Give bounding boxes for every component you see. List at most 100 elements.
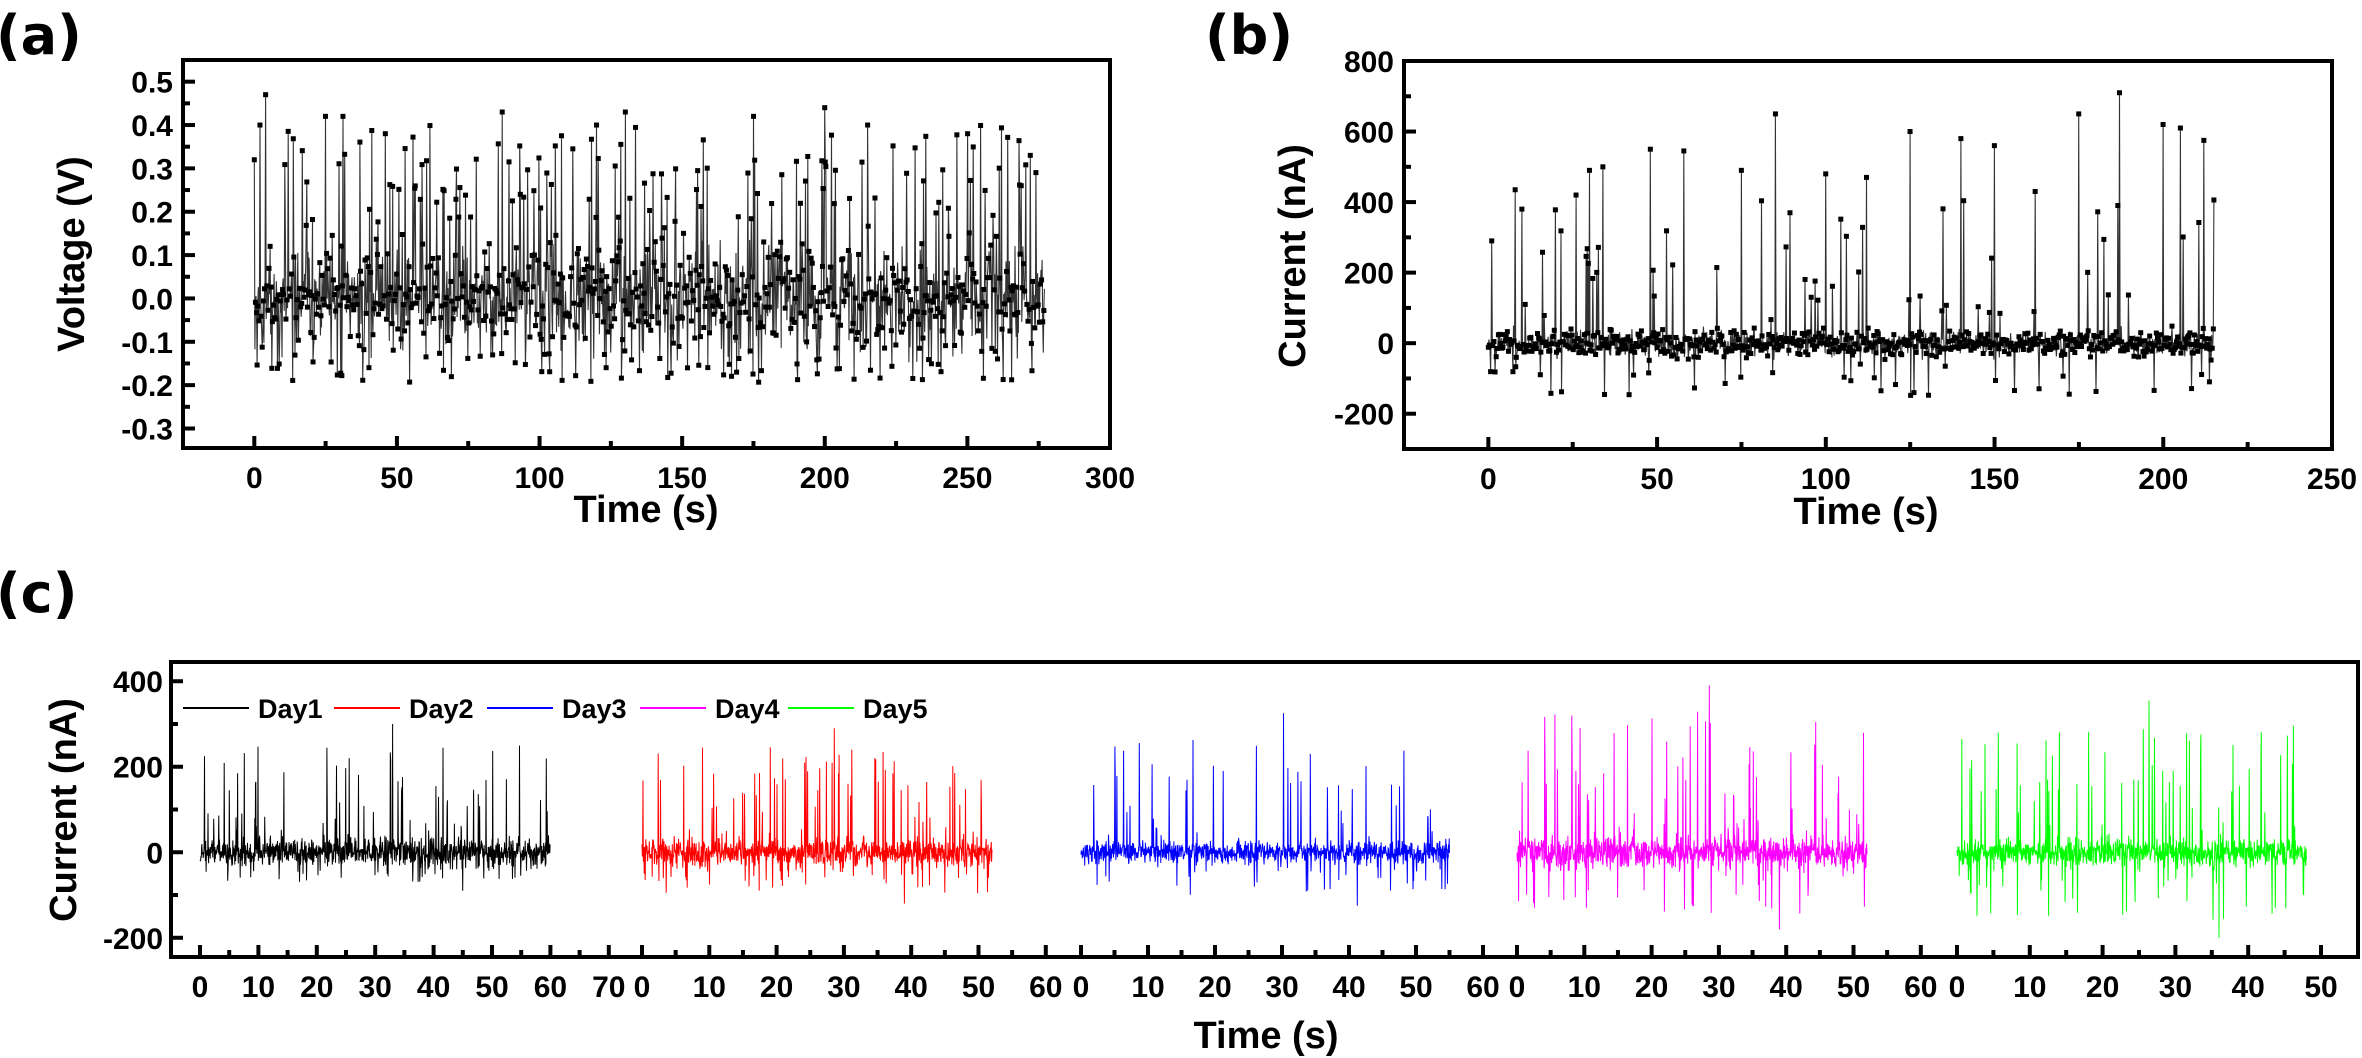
chart-a-point bbox=[879, 325, 885, 331]
chart-b-point bbox=[1665, 348, 1671, 354]
chart-b-point bbox=[1894, 343, 1900, 349]
chart-a-point bbox=[448, 278, 454, 284]
chart-b-point bbox=[1691, 385, 1697, 391]
chart-a-point bbox=[982, 187, 988, 193]
chart-a-point bbox=[512, 360, 518, 366]
chart-a-point bbox=[418, 319, 424, 325]
chart-b-point bbox=[1752, 338, 1758, 344]
chart-a-point bbox=[259, 344, 265, 350]
chart-a-point bbox=[642, 311, 648, 317]
chart-a-point bbox=[856, 251, 862, 257]
chart-b-point bbox=[2052, 338, 2058, 344]
chart-b-point bbox=[1709, 329, 1715, 335]
chart-b-point bbox=[1714, 265, 1720, 271]
chart-a-point bbox=[395, 326, 401, 332]
chart-a-point bbox=[1016, 138, 1022, 144]
chart-a-point bbox=[441, 188, 447, 194]
chart-b-point bbox=[1958, 136, 1964, 142]
chart-c-ytick-label: 400 bbox=[113, 666, 163, 699]
chart-a-point bbox=[807, 303, 813, 309]
chart-b-point bbox=[2129, 335, 2135, 341]
chart-b-point bbox=[1600, 343, 1606, 349]
chart-a-point bbox=[589, 265, 595, 271]
chart-b-point bbox=[2196, 219, 2202, 225]
chart-c-xtick-label: 40 bbox=[1332, 971, 1365, 1004]
chart-b-point bbox=[1626, 392, 1632, 398]
chart-a-point bbox=[639, 303, 645, 309]
chart-c-xtick-label: 10 bbox=[1131, 971, 1164, 1004]
chart-a-point bbox=[560, 275, 566, 281]
chart-b-point bbox=[2208, 357, 2214, 363]
chart-a-point bbox=[568, 274, 574, 280]
chart-a-point bbox=[622, 109, 628, 115]
chart-a-point bbox=[701, 325, 707, 331]
chart-a-point bbox=[334, 372, 340, 378]
chart-b-point bbox=[2008, 340, 2014, 346]
chart-a-point bbox=[851, 376, 857, 382]
chart-a-point bbox=[992, 348, 998, 354]
chart-b-point bbox=[1690, 342, 1696, 348]
chart-b-point bbox=[1647, 146, 1653, 152]
chart-a-point bbox=[546, 351, 552, 357]
chart-a-point bbox=[838, 322, 844, 328]
chart-b-point bbox=[1712, 341, 1718, 347]
chart-b-point bbox=[1986, 338, 1992, 344]
chart-a-point bbox=[486, 241, 492, 247]
chart-b-point bbox=[1504, 329, 1510, 335]
chart-b-point bbox=[2195, 348, 2201, 354]
chart-b-point bbox=[1602, 391, 1608, 397]
chart-b-point bbox=[1984, 341, 1990, 347]
chart-a-point bbox=[692, 335, 698, 341]
chart-b-xlabel: Time (s) bbox=[1793, 491, 1938, 533]
chart-a-ytick-label: 0.2 bbox=[131, 197, 173, 230]
chart-a-point bbox=[311, 334, 317, 340]
chart-a-point bbox=[452, 252, 458, 258]
chart-a-point bbox=[407, 379, 413, 385]
chart-b-point bbox=[1758, 347, 1764, 353]
chart-a-point bbox=[721, 372, 727, 378]
chart-a-point bbox=[329, 232, 335, 238]
chart-b-point bbox=[1679, 341, 1685, 347]
chart-a-point bbox=[428, 263, 434, 269]
chart-b-point bbox=[2169, 323, 2175, 329]
chart-a-point bbox=[900, 284, 906, 290]
chart-b-point bbox=[1836, 347, 1842, 353]
chart-b-point bbox=[1738, 374, 1744, 380]
chart-a-point bbox=[603, 365, 609, 371]
chart-a-point bbox=[893, 342, 899, 348]
chart-a-point bbox=[444, 334, 450, 340]
chart-a-point bbox=[333, 308, 339, 314]
chart-a-point bbox=[575, 245, 581, 251]
chart-a-point bbox=[1007, 328, 1013, 334]
chart-b-point bbox=[1766, 331, 1772, 337]
chart-b-point bbox=[1989, 255, 1995, 261]
chart-a-point bbox=[659, 235, 665, 241]
chart-a-point bbox=[274, 296, 280, 302]
chart-a-point bbox=[702, 303, 708, 309]
chart-a-point bbox=[686, 254, 692, 260]
chart-b-point bbox=[2194, 339, 2200, 345]
chart-b-point bbox=[1664, 337, 1670, 343]
chart-a-point bbox=[623, 307, 629, 313]
chart-b-point bbox=[1486, 342, 1492, 348]
chart-b-point bbox=[2199, 372, 2205, 378]
chart-a-point bbox=[416, 286, 422, 292]
chart-a-point bbox=[890, 143, 896, 149]
chart-b-point bbox=[1826, 349, 1832, 355]
chart-a-point bbox=[739, 272, 745, 278]
chart-b-point bbox=[1995, 342, 2001, 348]
chart-b-point bbox=[1722, 380, 1728, 386]
chart-a-point bbox=[612, 163, 618, 169]
chart-c-line-day3 bbox=[1080, 713, 1450, 906]
chart-a-point bbox=[296, 285, 302, 291]
chart-a-point bbox=[647, 207, 653, 213]
chart-a-point bbox=[547, 240, 553, 246]
chart-a-point bbox=[1015, 309, 1021, 315]
chart-b-point bbox=[1993, 377, 1999, 383]
chart-b-point bbox=[1651, 330, 1657, 336]
chart-b-point bbox=[2103, 341, 2109, 347]
chart-b-point bbox=[2142, 338, 2148, 344]
chart-a-point bbox=[887, 298, 893, 304]
chart-a-point bbox=[286, 286, 292, 292]
chart-a-point bbox=[287, 293, 293, 299]
